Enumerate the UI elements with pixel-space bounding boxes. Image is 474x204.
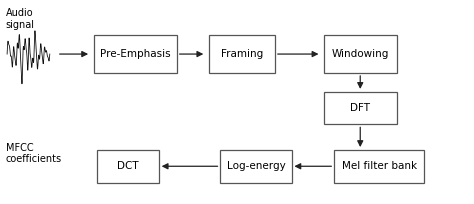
Text: Log-energy: Log-energy <box>227 161 285 171</box>
FancyBboxPatch shape <box>209 35 275 73</box>
FancyBboxPatch shape <box>220 150 292 183</box>
Text: Audio
signal: Audio signal <box>6 8 35 30</box>
Text: Windowing: Windowing <box>331 49 389 59</box>
FancyBboxPatch shape <box>334 150 424 183</box>
Text: Mel filter bank: Mel filter bank <box>342 161 417 171</box>
Text: Pre-Emphasis: Pre-Emphasis <box>100 49 170 59</box>
FancyBboxPatch shape <box>323 35 397 73</box>
Text: DFT: DFT <box>350 103 370 113</box>
Text: DCT: DCT <box>117 161 139 171</box>
FancyBboxPatch shape <box>93 35 176 73</box>
Text: MFCC
coefficients: MFCC coefficients <box>6 143 62 164</box>
Text: Framing: Framing <box>220 49 263 59</box>
FancyBboxPatch shape <box>97 150 159 183</box>
FancyBboxPatch shape <box>323 92 397 124</box>
